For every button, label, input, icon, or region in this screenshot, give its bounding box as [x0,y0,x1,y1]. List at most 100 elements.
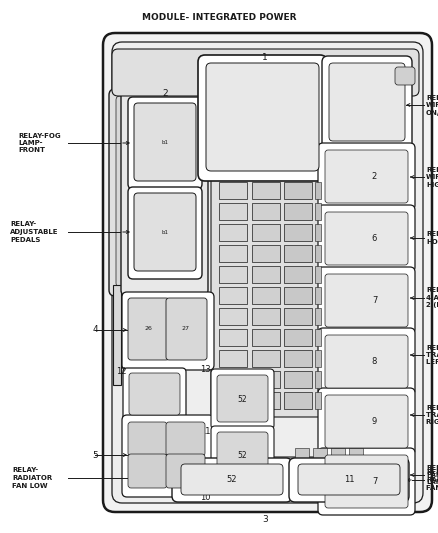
FancyBboxPatch shape [128,298,169,360]
FancyBboxPatch shape [211,174,324,417]
Bar [219,266,247,283]
FancyBboxPatch shape [217,432,268,479]
Text: 7: 7 [401,294,406,303]
Bar [284,392,312,409]
FancyBboxPatch shape [128,97,202,189]
Text: 6: 6 [401,232,406,241]
FancyBboxPatch shape [172,458,292,502]
Text: 5: 5 [92,450,98,459]
Bar [315,371,321,388]
FancyBboxPatch shape [109,89,166,296]
FancyBboxPatch shape [325,274,408,327]
Text: 2: 2 [162,88,168,98]
FancyBboxPatch shape [181,464,283,495]
Text: 7: 7 [372,296,377,305]
FancyBboxPatch shape [325,335,408,388]
Bar [113,285,121,385]
Bar [252,245,280,262]
Bar [219,203,247,220]
FancyBboxPatch shape [298,464,400,495]
Text: RELAY-
TRAILER TOW-
RIGHT TURN: RELAY- TRAILER TOW- RIGHT TURN [426,405,438,425]
FancyBboxPatch shape [128,422,167,456]
Bar [313,448,327,458]
Bar [219,224,247,241]
Bar [252,308,280,325]
Text: 3: 3 [262,515,268,524]
Text: RELAY-
PARK
LAMP: RELAY- PARK LAMP [426,464,438,486]
Text: RELAY-
RADIATOR
FAN HIGH: RELAY- RADIATOR FAN HIGH [426,470,438,490]
Text: RELAY-FOG
LAMP-
FRONT: RELAY-FOG LAMP- FRONT [18,133,60,154]
Text: b1: b1 [162,140,169,144]
FancyBboxPatch shape [318,448,415,515]
Bar [295,461,309,471]
Bar [219,371,247,388]
Bar [252,350,280,367]
FancyBboxPatch shape [173,457,413,497]
Bar [284,245,312,262]
Bar [252,182,280,199]
Bar [313,474,327,484]
Text: MODULE- INTEGRATED POWER: MODULE- INTEGRATED POWER [142,13,296,22]
FancyBboxPatch shape [134,103,196,181]
Bar [252,371,280,388]
Bar [219,308,247,325]
FancyBboxPatch shape [122,292,214,370]
FancyBboxPatch shape [329,63,405,141]
Text: 11: 11 [200,427,210,437]
Bar [331,448,345,458]
Text: RELAY-
RADIATOR
FAN LOW: RELAY- RADIATOR FAN LOW [12,467,52,489]
FancyBboxPatch shape [217,375,268,422]
FancyBboxPatch shape [112,49,419,96]
FancyBboxPatch shape [322,56,412,150]
Bar [284,266,312,283]
Bar [252,392,280,409]
Text: 26: 26 [144,327,152,332]
Bar [284,224,312,241]
Bar [331,461,345,471]
Bar [284,371,312,388]
FancyBboxPatch shape [318,205,415,272]
Bar [284,329,312,346]
FancyBboxPatch shape [318,328,415,395]
FancyBboxPatch shape [122,415,214,497]
Bar [219,245,247,262]
Bar [219,287,247,304]
Bar [349,474,363,484]
Text: RELAY-FOG
4 AMP-REAR
2 (PORT): RELAY-FOG 4 AMP-REAR 2 (PORT) [426,287,438,309]
Bar [295,474,309,484]
Bar [252,203,280,220]
Text: 7: 7 [372,477,377,486]
FancyBboxPatch shape [206,63,319,171]
FancyBboxPatch shape [211,369,274,429]
FancyBboxPatch shape [325,455,408,508]
Bar [315,308,321,325]
Bar [315,266,321,283]
Bar [315,392,321,409]
Text: 2: 2 [372,172,377,181]
FancyBboxPatch shape [318,388,415,455]
Bar [315,203,321,220]
FancyBboxPatch shape [112,42,423,503]
Bar [349,448,363,458]
Text: 9: 9 [401,416,406,424]
Text: 9: 9 [372,417,377,426]
FancyBboxPatch shape [129,373,180,415]
Text: 11: 11 [344,475,354,484]
FancyBboxPatch shape [128,187,202,279]
FancyBboxPatch shape [198,55,327,181]
Bar [219,329,247,346]
Bar [331,474,345,484]
Bar [252,224,280,241]
Bar [252,329,280,346]
FancyBboxPatch shape [121,89,208,296]
Text: b1: b1 [162,230,169,235]
Text: 12: 12 [116,367,126,376]
Bar [252,266,280,283]
Bar [284,203,312,220]
Text: 27: 27 [182,327,190,332]
FancyBboxPatch shape [211,426,274,486]
FancyBboxPatch shape [128,454,167,488]
Bar [315,245,321,262]
Text: RELAY-
WIPER
HIGH/LOW: RELAY- WIPER HIGH/LOW [426,166,438,188]
Text: 10: 10 [200,492,210,502]
